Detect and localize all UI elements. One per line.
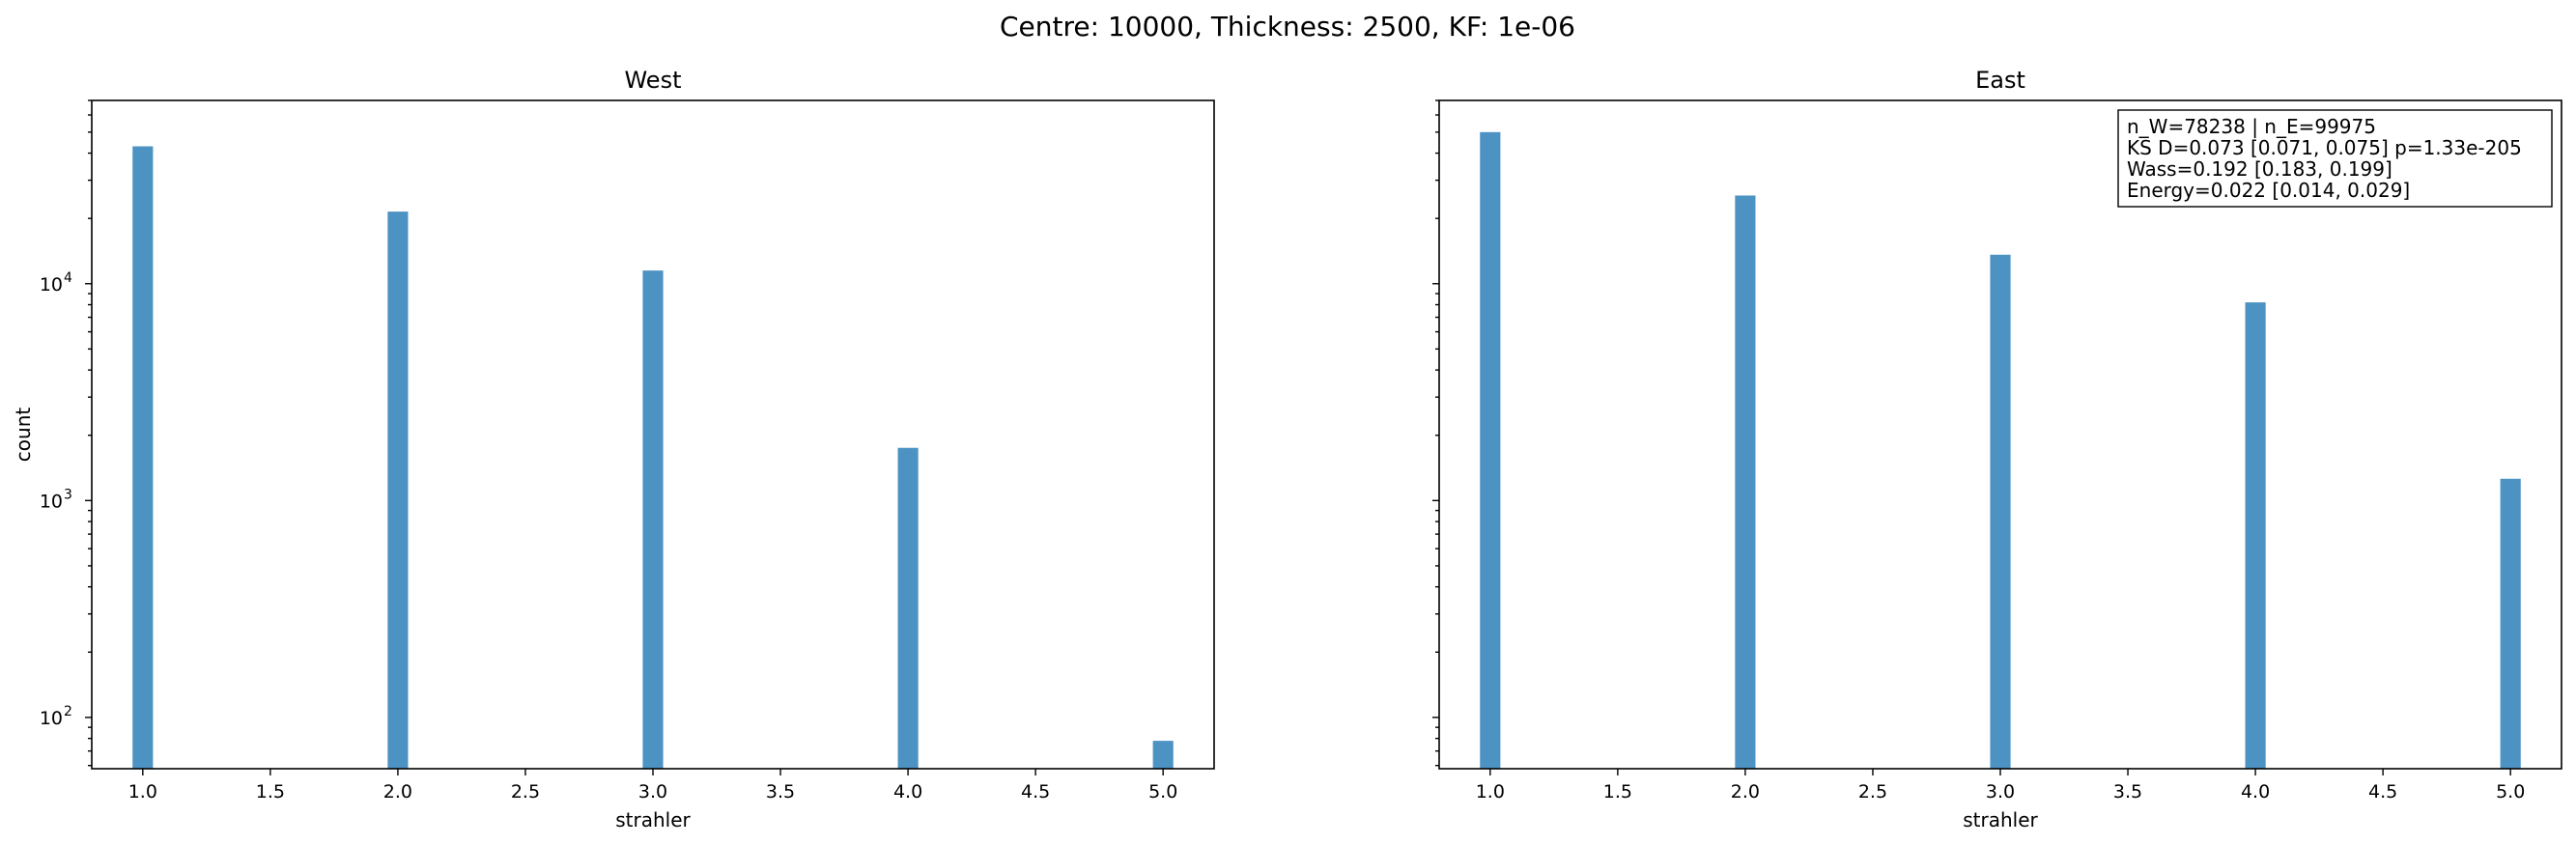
stats-annotation-line: n_W=78238 | n_E=99975 — [2127, 115, 2376, 138]
x-tick-label: 3.5 — [2113, 781, 2142, 803]
axes-title: East — [1975, 67, 2025, 94]
y-tick-exponent: 3 — [64, 487, 72, 502]
y-tick-label: 10 — [40, 491, 63, 512]
axes-title: West — [624, 67, 681, 94]
x-tick-label: 3.0 — [1986, 781, 2015, 803]
figure-suptitle: Centre: 10000, Thickness: 2500, KF: 1e-0… — [1000, 11, 1575, 42]
x-tick-label: 4.5 — [2368, 781, 2397, 803]
x-tick-label: 3.0 — [638, 781, 667, 803]
x-tick-label: 1.5 — [256, 781, 285, 803]
x-tick-label: 5.0 — [2496, 781, 2525, 803]
x-tick-label: 4.0 — [893, 781, 922, 803]
bar-strahler-3 — [1990, 254, 2011, 769]
bar-strahler-5 — [1152, 741, 1174, 769]
y-tick-label: 10 — [40, 708, 63, 729]
stats-annotation-line: KS D=0.073 [0.071, 0.075] p=1.33e-205 — [2127, 136, 2522, 159]
y-tick-exponent: 4 — [64, 270, 72, 286]
x-axis-label: strahler — [615, 808, 691, 831]
x-tick-label: 1.5 — [1603, 781, 1632, 803]
bar-strahler-1 — [1480, 131, 1501, 769]
stats-annotation-line: Energy=0.022 [0.014, 0.029] — [2127, 179, 2410, 202]
stats-annotation-box — [2117, 109, 2553, 208]
x-tick-label: 1.0 — [128, 781, 157, 803]
x-tick-label: 2.5 — [511, 781, 540, 803]
y-tick-label: 10 — [40, 274, 63, 296]
bar-strahler-5 — [2500, 478, 2521, 769]
x-tick-label: 1.0 — [1476, 781, 1505, 803]
x-axis-label: strahler — [1963, 808, 2038, 831]
x-tick-label: 3.5 — [766, 781, 795, 803]
bar-strahler-4 — [897, 447, 919, 769]
bar-strahler-1 — [132, 146, 154, 769]
bar-strahler-2 — [1735, 195, 1756, 770]
bar-strahler-3 — [642, 270, 664, 769]
x-tick-label: 5.0 — [1148, 781, 1177, 803]
bar-strahler-2 — [387, 211, 409, 769]
stats-annotation-line: Wass=0.192 [0.183, 0.199] — [2127, 157, 2392, 181]
x-tick-label: 4.0 — [2241, 781, 2270, 803]
y-tick-exponent: 2 — [64, 704, 72, 719]
x-tick-label: 2.0 — [1731, 781, 1760, 803]
panel-east: 1.0 1.5 2.0 2.5 3.0 3.5 4.0 4.5 5.0 East strahler n… — [1432, 67, 2562, 831]
bar-strahler-4 — [2245, 302, 2266, 769]
x-tick-label: 2.5 — [1858, 781, 1887, 803]
x-tick-label: 2.0 — [383, 781, 412, 803]
y-axis-label: count — [12, 408, 35, 463]
x-tick-label: 4.5 — [1021, 781, 1050, 803]
